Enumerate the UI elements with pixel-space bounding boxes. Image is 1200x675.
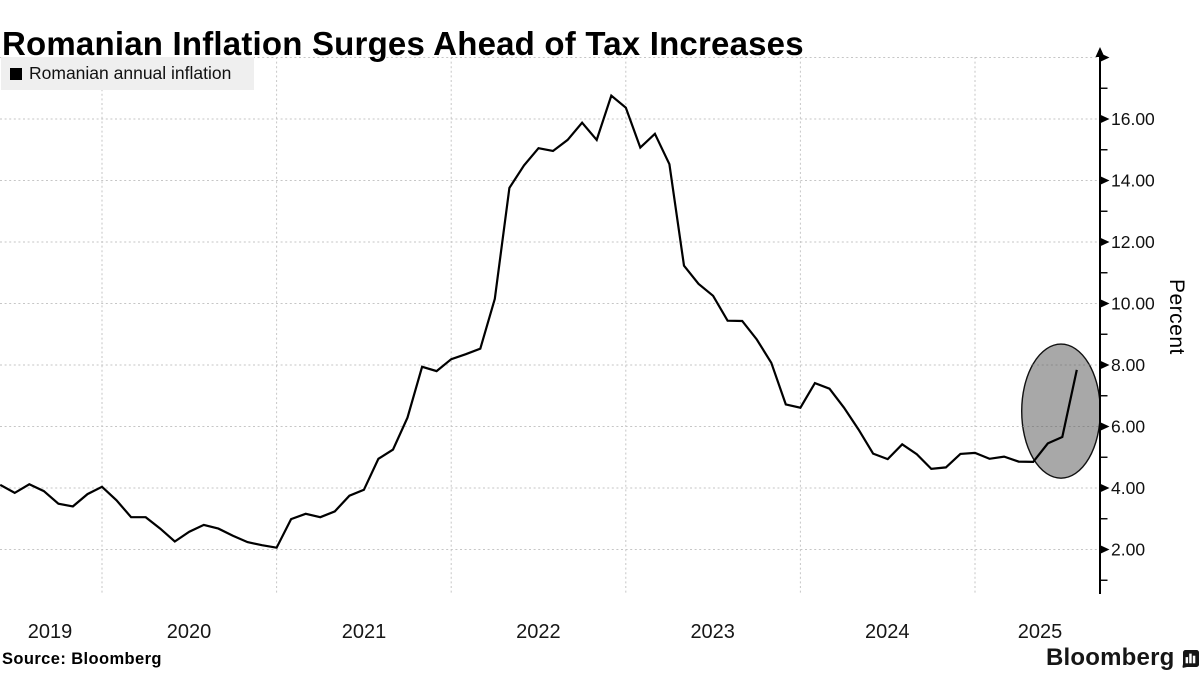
x-tick-label: 2020 — [167, 621, 212, 643]
source-note: Source: Bloomberg — [2, 650, 162, 668]
y-tick-label: 8.00 — [1111, 355, 1145, 375]
y-tick-label: 4.00 — [1111, 478, 1145, 498]
major-tick-icon — [1100, 422, 1110, 431]
x-tick-label: 2019 — [28, 621, 73, 643]
chart-title: Romanian Inflation Surges Ahead of Tax I… — [2, 25, 804, 63]
major-tick-icon — [1100, 360, 1110, 370]
x-tick-label: 2023 — [690, 621, 735, 643]
x-tick-label: 2024 — [865, 621, 910, 643]
y-tick-label: 14.00 — [1111, 171, 1155, 191]
gridlines — [0, 57, 1100, 593]
major-tick-icon — [1100, 53, 1110, 62]
y-axis-title: Percent — [1165, 279, 1188, 355]
major-tick-icon — [1100, 483, 1110, 493]
major-tick-icon — [1100, 114, 1110, 124]
x-tick-label: 2021 — [342, 621, 387, 643]
major-tick-icon — [1100, 176, 1110, 185]
y-tick-label: 12.00 — [1111, 232, 1155, 252]
y-axis: 2.00 4.00 6.00 8.00 10.00 12.00 14.00 16.00 — [1095, 47, 1155, 594]
y-tick-label: 16.00 — [1111, 109, 1155, 129]
bloomberg-brand: Bloomberg — [1046, 644, 1200, 672]
legend-label: Romanian annual inflation — [29, 63, 232, 83]
bloomberg-wordmark: Bloomberg — [1046, 644, 1175, 671]
legend: Romanian annual inflation — [1, 57, 254, 90]
major-tick-icon — [1100, 299, 1110, 308]
legend-swatch-icon — [10, 67, 22, 80]
y-tick-label: 2.00 — [1111, 540, 1145, 560]
major-tick-icon — [1100, 237, 1110, 247]
bloomberg-bars-icon — [1182, 649, 1200, 668]
y-tick-label: 10.00 — [1111, 294, 1155, 314]
x-axis-labels: 2019 2020 2021 2022 2023 2024 2025 — [28, 621, 1063, 643]
x-tick-label: 2025 — [1018, 621, 1063, 643]
highlight-ellipse — [1021, 343, 1101, 479]
y-tick-label: 6.00 — [1111, 417, 1145, 437]
inflation-line — [0, 93, 1078, 549]
x-tick-label: 2022 — [516, 621, 561, 643]
major-tick-icon — [1100, 545, 1110, 554]
